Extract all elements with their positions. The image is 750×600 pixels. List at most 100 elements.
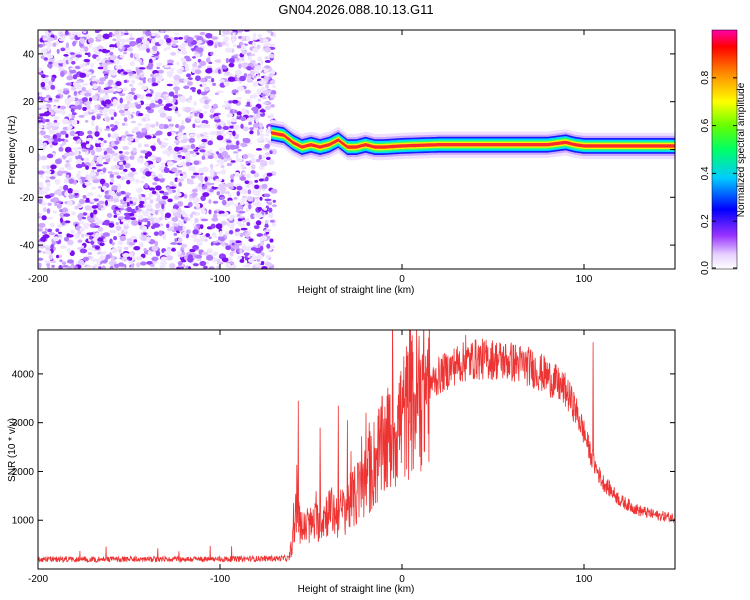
noise-speckle — [157, 194, 161, 200]
noise-speckle — [243, 252, 250, 256]
noise-speckle — [154, 132, 160, 136]
noise-speckle — [185, 152, 191, 158]
noise-speckle — [171, 247, 176, 252]
noise-speckle — [112, 98, 118, 105]
noise-speckle — [158, 230, 163, 237]
noise-speckle — [52, 197, 59, 202]
noise-speckle — [257, 98, 262, 102]
noise-speckle — [91, 75, 96, 78]
noise-speckle — [111, 241, 115, 246]
noise-speckle — [117, 241, 124, 245]
noise-speckle — [74, 65, 81, 70]
noise-speckle — [151, 45, 158, 52]
noise-speckle — [59, 259, 63, 262]
noise-speckle — [193, 149, 199, 152]
noise-speckle — [110, 116, 114, 121]
noise-speckle — [125, 38, 131, 43]
noise-speckle — [218, 210, 225, 215]
noise-speckle — [238, 63, 242, 69]
noise-speckle — [245, 207, 250, 213]
noise-speckle — [79, 227, 85, 232]
noise-speckle — [71, 87, 77, 91]
noise-speckle — [189, 113, 195, 117]
noise-speckle — [107, 171, 113, 174]
noise-speckle — [155, 156, 162, 163]
noise-speckle — [102, 232, 111, 237]
noise-speckle — [99, 127, 103, 133]
noise-speckle — [148, 164, 156, 169]
noise-speckle — [228, 186, 235, 190]
noise-speckle — [58, 38, 65, 42]
noise-speckle — [206, 248, 214, 254]
noise-speckle — [79, 220, 85, 225]
noise-speckle — [38, 257, 44, 261]
noise-speckle — [44, 228, 48, 232]
noise-speckle — [40, 81, 46, 88]
noise-speckle — [221, 150, 228, 157]
noise-speckle — [181, 119, 185, 126]
noise-speckle — [145, 96, 152, 100]
noise-speckle — [41, 87, 46, 90]
noise-speckle — [216, 171, 222, 175]
noise-speckle — [119, 44, 123, 50]
noise-speckle — [185, 117, 192, 124]
noise-speckle — [100, 89, 106, 94]
noise-speckle — [71, 60, 76, 65]
x-tick-label: -100 — [210, 274, 230, 285]
noise-speckle — [187, 77, 193, 80]
noise-speckle — [39, 113, 47, 117]
noise-speckle — [76, 158, 82, 165]
noise-speckle — [105, 116, 111, 123]
noise-speckle — [52, 210, 57, 214]
noise-speckle — [150, 124, 156, 128]
noise-speckle — [237, 215, 244, 219]
noise-speckle — [38, 244, 46, 249]
noise-speckle — [63, 53, 69, 57]
noise-speckle — [227, 76, 236, 82]
noise-speckle — [135, 74, 141, 80]
noise-speckle — [151, 245, 159, 251]
noise-speckle — [231, 99, 239, 104]
noise-speckle — [66, 98, 71, 104]
noise-speckle — [269, 113, 275, 120]
noise-speckle — [68, 194, 74, 199]
noise-speckle — [39, 130, 46, 136]
noise-speckle — [157, 98, 163, 105]
noise-speckle — [59, 167, 65, 171]
noise-speckle — [99, 77, 107, 82]
noise-speckle — [95, 56, 101, 62]
noise-speckle — [145, 103, 151, 107]
noise-speckle — [55, 228, 60, 233]
noise-speckle — [45, 119, 50, 123]
noise-speckle — [128, 72, 133, 77]
noise-speckle — [183, 78, 190, 83]
y-tick-label: -20 — [20, 193, 35, 204]
noise-speckle — [66, 239, 74, 246]
noise-speckle — [49, 143, 54, 149]
noise-speckle — [201, 251, 209, 256]
noise-speckle — [52, 61, 59, 68]
noise-speckle — [266, 243, 271, 249]
noise-speckle — [242, 171, 247, 176]
noise-speckle — [221, 257, 229, 263]
noise-speckle — [248, 121, 252, 126]
noise-speckle — [177, 132, 184, 137]
x-tick-label: 100 — [576, 574, 593, 585]
noise-speckle — [236, 255, 243, 260]
noise-speckle — [246, 221, 251, 227]
noise-speckle — [102, 107, 108, 114]
noise-speckle — [233, 197, 238, 200]
noise-speckle — [157, 173, 164, 179]
noise-speckle — [260, 240, 264, 247]
noise-speckle — [79, 48, 85, 52]
noise-speckle — [93, 155, 98, 161]
noise-speckle — [192, 62, 198, 68]
noise-speckle — [222, 104, 228, 108]
noise-speckle — [195, 53, 201, 58]
noise-speckle — [219, 230, 223, 237]
noise-speckle — [167, 145, 172, 152]
noise-speckle — [212, 251, 219, 257]
noise-speckle — [58, 146, 64, 152]
noise-speckle — [46, 182, 51, 188]
